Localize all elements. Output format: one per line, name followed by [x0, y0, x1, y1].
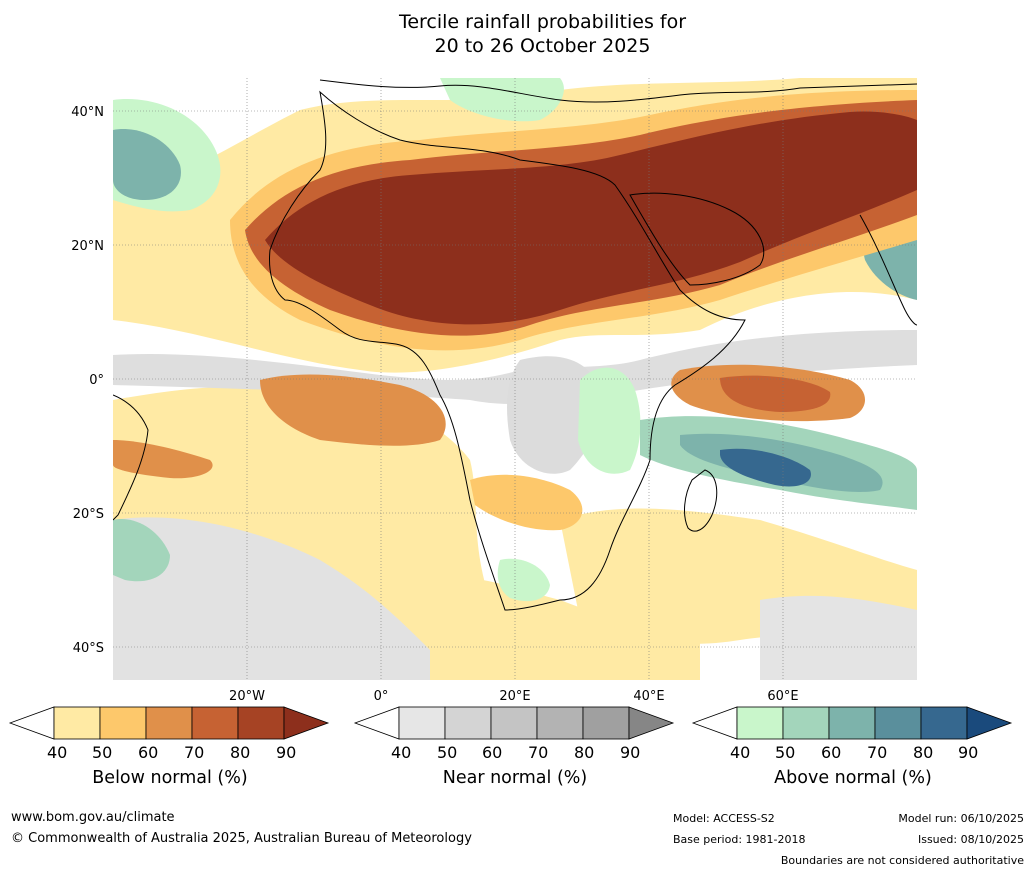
latitude-labels: 40°N 20°N 0° 20°S 40°S — [71, 105, 104, 656]
lat-label: 20°N — [71, 239, 104, 254]
model-text: Model: ACCESS-S2 — [673, 812, 775, 825]
below-normal-label: Below normal (%) — [92, 768, 248, 788]
below-colorbar-segment — [191, 706, 239, 740]
above-colorbar-segment — [736, 706, 784, 740]
model-run-text: Model run: 06/10/2025 — [898, 812, 1024, 825]
lon-label: 40°E — [633, 689, 664, 700]
above-south-africa — [497, 558, 550, 602]
below-strong-sahara-arabia — [265, 111, 917, 325]
above-tick: 60 — [821, 743, 842, 762]
above-colorbar-segment — [874, 706, 922, 740]
near-normal-label: Near normal (%) — [442, 768, 588, 788]
title-line-1: Tercile rainfall probabilities for — [398, 11, 687, 33]
below-colorbar-under-triangle — [8, 706, 55, 740]
africa-coastline — [269, 90, 746, 611]
above-indian-ocean-strong — [720, 448, 811, 487]
below-colorbar-segment — [53, 706, 101, 740]
lat-label: 40°S — [73, 641, 104, 656]
near-colorbar-under-triangle — [353, 706, 400, 740]
above-mediterranean — [440, 78, 564, 122]
near-tick: 40 — [391, 743, 412, 762]
near-normal-south-atlantic — [113, 517, 430, 680]
above-colorbar-segment — [828, 706, 876, 740]
above-normal-colorbar — [691, 706, 1013, 740]
below-weak-region-south — [430, 577, 700, 680]
below-mid-equatorial-atlantic — [260, 374, 446, 446]
near-tick: 50 — [437, 743, 458, 762]
below-colorbar-over-triangle — [283, 706, 330, 740]
near-colorbar-over-triangle — [628, 706, 675, 740]
above-north-atlantic-mid — [113, 129, 181, 200]
above-tick: 50 — [775, 743, 796, 762]
arabian-peninsula-coastline — [629, 192, 765, 286]
graticule — [113, 78, 917, 680]
above-tick: 40 — [730, 743, 751, 762]
tercile-map: 40°N 20°N 0° 20°S 40°S 20°W 0° 20°E 40°E… — [71, 78, 917, 700]
lon-label: 60°E — [767, 689, 798, 700]
lon-label: 0° — [374, 689, 389, 700]
near-tick: 70 — [528, 743, 549, 762]
above-colorbar-over-triangle — [966, 706, 1013, 740]
below-tick: 80 — [230, 743, 251, 762]
longitude-labels: 20°W 0° 20°E 40°E 60°E — [229, 689, 799, 700]
lat-label: 40°N — [71, 105, 104, 120]
near-tick: 90 — [620, 743, 641, 762]
website-link[interactable]: www.bom.gov.au/climate — [11, 810, 175, 825]
above-east-africa — [578, 367, 641, 474]
coastlines — [113, 79, 917, 611]
madagascar-coastline — [684, 469, 718, 532]
map-title: Tercile rainfall probabilities for 20 to… — [0, 10, 1035, 58]
above-colorbar-under-triangle — [691, 706, 738, 740]
above-normal-label: Above normal (%) — [774, 768, 932, 788]
lat-label: 20°S — [73, 507, 104, 522]
disclaimer-text: Boundaries are not considered authoritat… — [780, 854, 1024, 867]
below-tick: 90 — [276, 743, 297, 762]
near-normal-colorbar — [353, 706, 675, 740]
below-tick: 40 — [47, 743, 68, 762]
copyright-text: © Commonwealth of Australia 2025, Austra… — [11, 831, 472, 846]
near-colorbar-segment — [398, 706, 446, 740]
lat-label: 0° — [89, 373, 104, 388]
above-tick: 90 — [958, 743, 979, 762]
lon-label: 20°W — [229, 689, 265, 700]
near-colorbar-segment — [582, 706, 630, 740]
below-colorbar-segment — [237, 706, 285, 740]
above-south-atlantic-west — [113, 519, 170, 582]
title-line-2: 20 to 26 October 2025 — [434, 35, 651, 57]
near-tick: 80 — [574, 743, 595, 762]
below-tick: 70 — [184, 743, 205, 762]
near-normal-central-africa — [507, 356, 601, 474]
europe-coastline — [319, 79, 917, 103]
near-colorbar-segment — [490, 706, 538, 740]
below-colorbar-segment — [145, 706, 193, 740]
near-colorbar-segment — [444, 706, 492, 740]
below-mid-west-south-atlantic — [113, 440, 213, 479]
lon-label: 20°E — [499, 689, 530, 700]
below-colorbar-segment — [99, 706, 147, 740]
above-tick: 70 — [867, 743, 888, 762]
south-america-coastline — [113, 394, 149, 521]
near-colorbar-segment — [536, 706, 584, 740]
above-colorbar-segment — [920, 706, 968, 740]
above-tick: 80 — [913, 743, 934, 762]
near-tick: 60 — [482, 743, 503, 762]
below-tick: 50 — [92, 743, 113, 762]
above-colorbar-segment — [782, 706, 830, 740]
near-normal-southwest-ocean — [760, 595, 917, 680]
base-period-text: Base period: 1981-2018 — [673, 833, 806, 846]
below-tick: 60 — [138, 743, 159, 762]
below-strong-indian-ocean — [720, 375, 831, 412]
issued-text: Issued: 08/10/2025 — [917, 833, 1024, 846]
below-mid-southern-africa — [470, 474, 583, 531]
below-normal-colorbar — [8, 706, 330, 740]
india-coastline — [859, 214, 917, 326]
